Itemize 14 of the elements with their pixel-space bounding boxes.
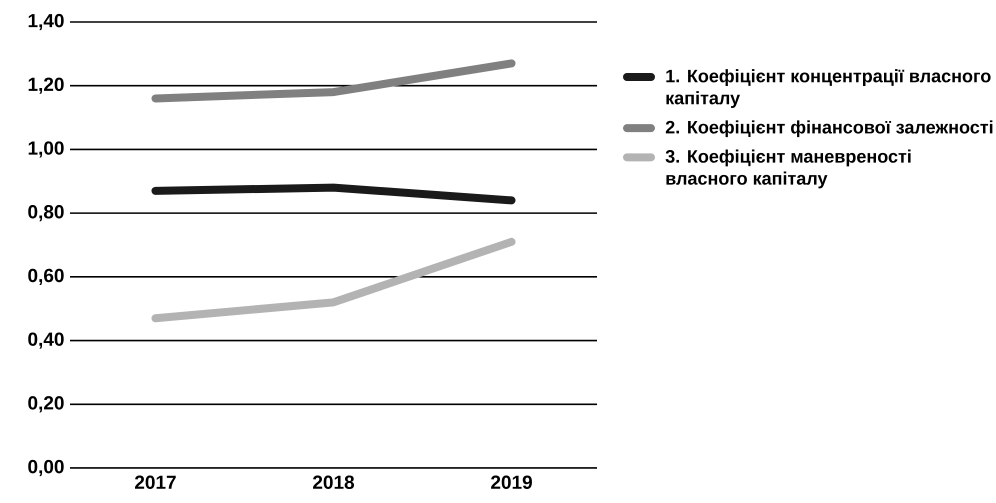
y-tick-label: 0,00 (28, 460, 64, 476)
x-tick-label: 2019 (491, 476, 532, 489)
legend-label: 3. Коефіцієнт маневреності власного капіталу (666, 150, 911, 188)
y-tick-label: 1,20 (28, 78, 64, 94)
legend-label: 2. Коефіцієнт фінансової залежності (666, 120, 992, 138)
y-tick-label: 0,40 (28, 332, 64, 349)
y-tick-label: 0,80 (28, 205, 64, 222)
y-tick-label: 1,00 (28, 141, 64, 158)
x-tick-label: 2018 (313, 476, 354, 489)
y-tick-label: 1,40 (28, 14, 64, 30)
legend-label: 1. Коефіцієнт концентрації власного капіталу (666, 69, 991, 108)
y-tick-label: 0,60 (28, 268, 64, 285)
y-tick-label: 0,20 (28, 396, 64, 412)
x-tick-label: 2017 (134, 476, 176, 489)
